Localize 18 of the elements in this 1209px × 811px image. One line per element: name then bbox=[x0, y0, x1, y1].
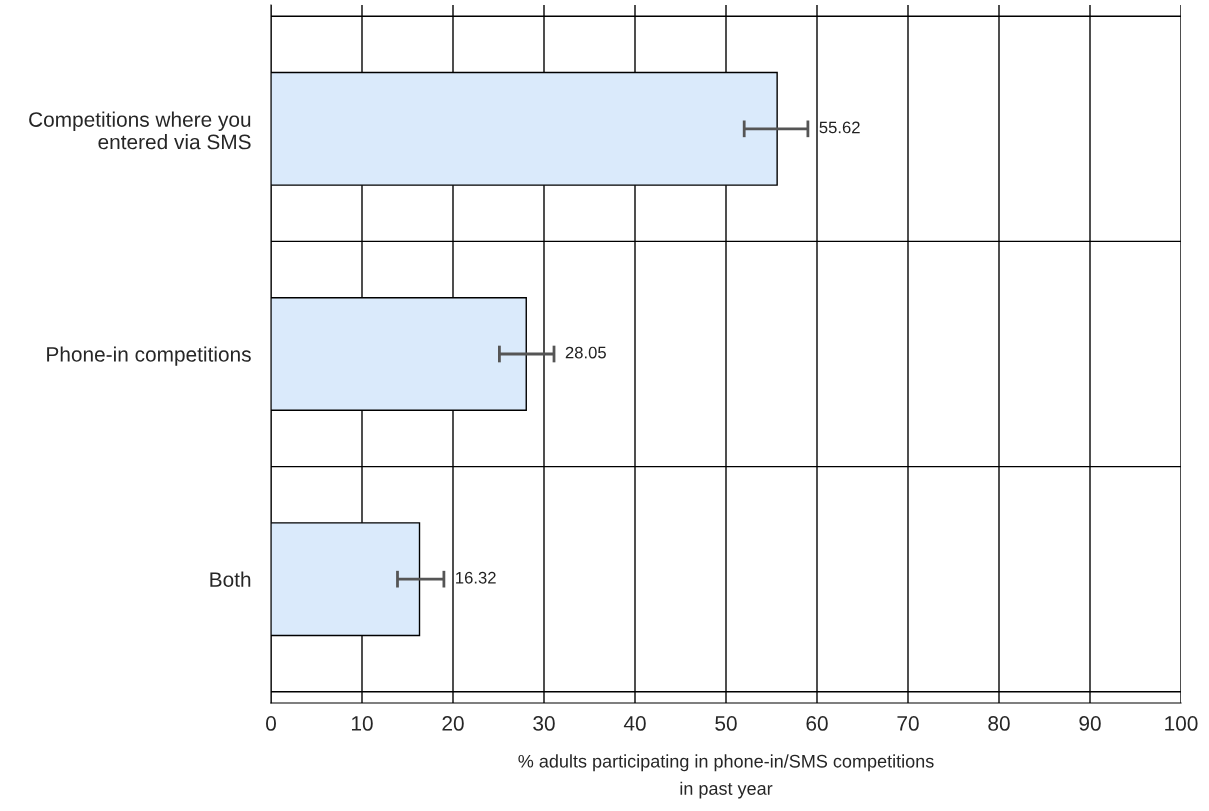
x-tick-label: 70 bbox=[897, 716, 919, 731]
x-axis-title: % adults participating in phone-in/SMS competitions in past year bbox=[518, 754, 934, 799]
x-tick-label: 90 bbox=[1079, 716, 1101, 731]
y-tick-label: Both bbox=[210, 571, 251, 587]
x-tick-label: 50 bbox=[715, 716, 737, 731]
data-label: 55.62 bbox=[819, 121, 860, 134]
y-tick-label: Competitions where you entered via SMS bbox=[29, 111, 251, 150]
x-tick-label: 100 bbox=[1165, 716, 1198, 731]
x-tick-label: 80 bbox=[988, 716, 1010, 731]
y-tick-label: Phone-in competitions bbox=[47, 346, 251, 366]
x-tick-label: 30 bbox=[533, 716, 555, 731]
x-tick-label: 20 bbox=[442, 716, 464, 731]
data-label: 16.32 bbox=[456, 571, 496, 584]
x-tick-label: 10 bbox=[352, 716, 373, 731]
data-label: 28.05 bbox=[565, 346, 606, 359]
x-tick-label: 0 bbox=[266, 716, 276, 731]
x-tick-label: 40 bbox=[623, 716, 646, 731]
x-tick-label: 60 bbox=[806, 716, 828, 731]
